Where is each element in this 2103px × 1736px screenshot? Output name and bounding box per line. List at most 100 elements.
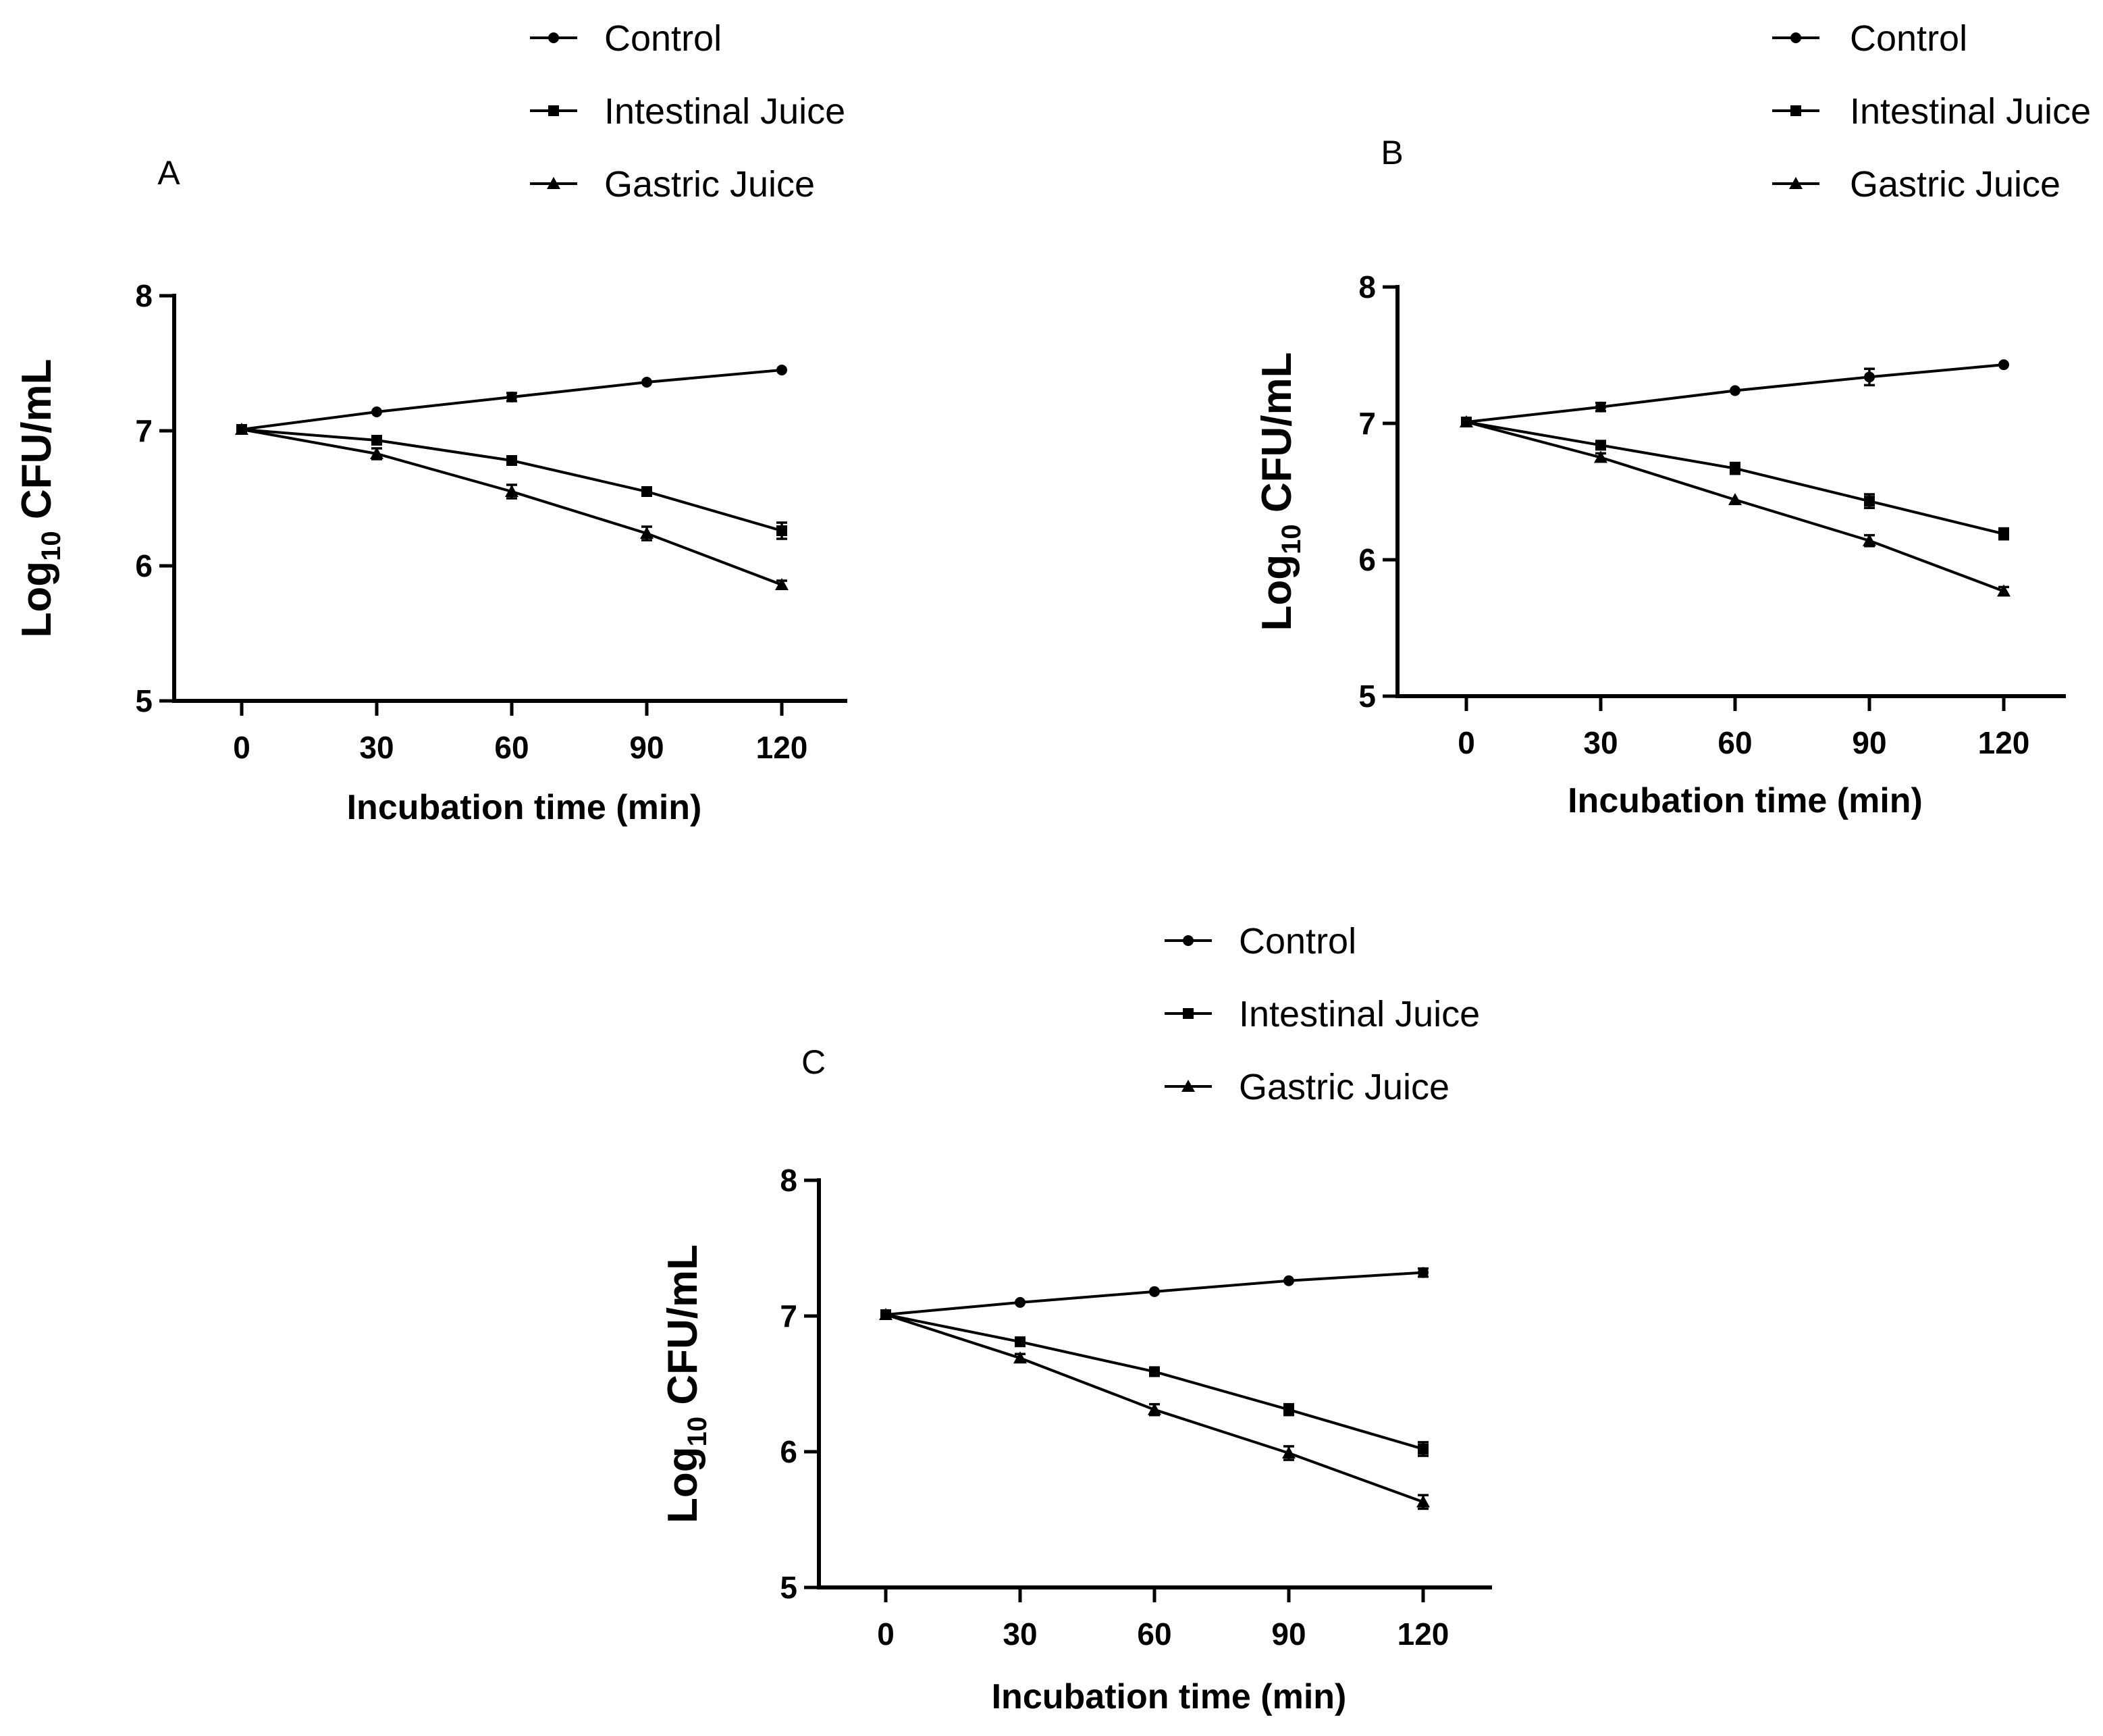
y-axis-title: Log10 CFU/mL	[1254, 352, 1306, 631]
data-point	[775, 578, 789, 590]
data-point	[640, 527, 654, 539]
legend-label: Intestinal Juice	[1850, 91, 2091, 132]
legend-marker	[1790, 105, 1801, 116]
x-tick-label: 120	[1978, 725, 2030, 760]
data-point	[1416, 1495, 1430, 1508]
series-line	[1466, 421, 2004, 535]
x-tick-label: 0	[1458, 725, 1475, 760]
legend-label: Intestinal Juice	[1239, 994, 1480, 1034]
y-tick-label: 6	[1358, 542, 1376, 577]
data-point	[1728, 493, 1742, 506]
data-point	[1864, 371, 1875, 383]
y-tick-label: 5	[1358, 679, 1376, 714]
y-axis-title-unit: CFU/mL	[660, 1244, 706, 1417]
series-gastric-juice	[235, 423, 789, 590]
y-axis-title-main: Log	[1254, 554, 1300, 631]
legend-label: Control	[1239, 921, 1356, 962]
x-tick-label: 30	[359, 730, 394, 765]
y-tick-label: 6	[780, 1434, 797, 1469]
y-axis-title-unit: CFU/mL	[14, 359, 60, 531]
y-axis-title-subscript: 10	[1277, 524, 1306, 554]
data-point	[1730, 463, 1740, 474]
y-axis-title: Log10 CFU/mL	[14, 359, 66, 638]
series-line	[1466, 421, 2004, 593]
data-point	[1730, 385, 1740, 396]
data-point	[879, 1307, 893, 1320]
legend-label: Intestinal Juice	[604, 91, 845, 132]
x-tick-label: 60	[494, 730, 529, 765]
series-gastric-juice	[879, 1307, 1430, 1510]
chart-panel-b: B Control Intestinal Juice Gastric Juice 5 6 7…	[1254, 18, 2091, 820]
y-axis-title: Log10 CFU/mL	[660, 1244, 712, 1523]
y-axis-title-unit: CFU/mL	[1254, 352, 1300, 525]
legend-marker	[1181, 1080, 1195, 1092]
data-point	[1283, 1275, 1294, 1286]
x-tick-label: 0	[877, 1616, 895, 1652]
series-intestinal-juice	[880, 1309, 1429, 1457]
data-point	[1864, 496, 1875, 507]
x-axis-title: Incubation time (min)	[992, 1677, 1347, 1716]
series-line	[885, 1313, 1424, 1450]
data-point	[1149, 1286, 1160, 1297]
data-point	[371, 435, 382, 446]
legend-marker	[1183, 935, 1194, 946]
legend-label: Control	[604, 18, 722, 59]
data-point	[1015, 1336, 1026, 1348]
data-point	[235, 423, 248, 435]
legend-marker	[1790, 32, 1801, 43]
data-point	[1594, 450, 1607, 463]
data-point	[1418, 1443, 1429, 1454]
x-axis-title: Incubation time (min)	[347, 788, 702, 827]
y-tick-label: 8	[135, 278, 153, 313]
data-point	[506, 392, 517, 402]
legend-marker	[548, 105, 559, 116]
data-point	[776, 365, 787, 375]
data-point	[1015, 1296, 1026, 1308]
x-tick-label: 90	[1271, 1616, 1306, 1652]
y-axis-title-subscript: 10	[36, 531, 66, 561]
data-point	[1863, 533, 1876, 546]
series-control	[1461, 359, 2009, 427]
data-point	[641, 377, 652, 388]
panel-label: A	[157, 154, 180, 192]
data-point	[776, 525, 787, 536]
legend-label: Gastric Juice	[604, 164, 815, 205]
data-point	[1998, 528, 2009, 540]
legend-label: Gastric Juice	[1239, 1067, 1449, 1107]
data-point	[1148, 1402, 1161, 1415]
data-point	[1283, 1404, 1294, 1415]
data-point	[370, 447, 383, 459]
data-point	[1149, 1366, 1160, 1377]
chart-panel-a: A Control Intestinal Juice Gastric Juice 5 6 7…	[14, 18, 847, 827]
panel-label: B	[1381, 134, 1403, 172]
x-tick-label: 30	[1583, 725, 1618, 760]
x-tick-label: 30	[1003, 1616, 1037, 1652]
series-gastric-juice	[1460, 415, 2011, 597]
legend-label: Gastric Juice	[1850, 164, 2060, 205]
data-point	[1418, 1267, 1429, 1278]
data-point	[505, 485, 518, 497]
data-point	[506, 455, 517, 466]
data-point	[1595, 440, 1606, 451]
x-tick-label: 120	[1397, 1616, 1449, 1652]
y-tick-label: 5	[780, 1570, 797, 1605]
y-tick-label: 8	[780, 1163, 797, 1198]
legend-marker	[1789, 177, 1803, 189]
x-tick-label: 120	[756, 730, 808, 765]
legend-marker	[548, 32, 559, 43]
chart-panel-c: C Control Intestinal Juice Gastric Juice 5 6 7…	[660, 921, 1492, 1716]
x-tick-label: 60	[1718, 725, 1752, 760]
series-control	[236, 365, 787, 435]
y-tick-label: 6	[135, 548, 153, 583]
y-axis-title-main: Log	[14, 561, 60, 638]
x-tick-label: 60	[1137, 1616, 1171, 1652]
y-tick-label: 7	[1358, 406, 1376, 441]
y-tick-label: 7	[135, 413, 153, 448]
data-point	[1997, 584, 2011, 597]
x-axis-title: Incubation time (min)	[1568, 781, 1923, 820]
data-point	[641, 486, 652, 497]
panel-label: C	[801, 1043, 826, 1081]
y-tick-label: 8	[1358, 269, 1376, 305]
data-point	[1013, 1351, 1027, 1364]
